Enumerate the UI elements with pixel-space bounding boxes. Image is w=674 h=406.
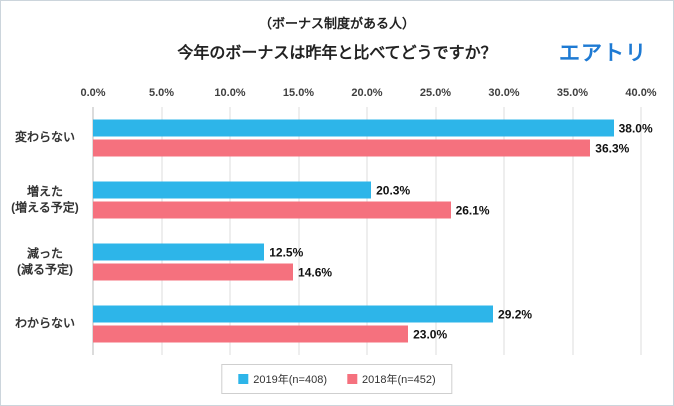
gridlines [92, 107, 642, 355]
gridline [229, 107, 231, 355]
value-label: 12.5% [269, 245, 304, 259]
value-label: 36.3% [595, 141, 630, 155]
gridline [366, 107, 368, 355]
legend-swatch-2019 [238, 374, 249, 384]
x-axis-tick: 5.0% [148, 87, 175, 99]
legend-swatch-2018 [347, 374, 357, 384]
category-label: 減った (減る予定) [17, 246, 73, 276]
x-axis-tick: 30.0% [488, 87, 520, 99]
plot-area: 変わらない 38.0% 36.3% 増えた (増える予定) 20.3% 26.1% 減った (減… [11, 107, 653, 355]
x-axis-ticks: 0.0% 5.0% 10.0% 15.0% 20.0% 25.0% 30.0% 35.0% 40… [80, 85, 656, 107]
value-label: 14.6% [298, 265, 333, 279]
value-label: 23.0% [413, 327, 448, 341]
legend-item-2019: 2019年(n=408) [238, 371, 327, 387]
category-row: 減った (減る予定) 12.5% 14.6% [17, 231, 641, 293]
gridline [572, 107, 573, 355]
chart-area: 0.0% 5.0% 10.0% 15.0% 20.0% 25.0% 30.0% 35.0% 40… [1, 85, 673, 355]
category-row: 増えた (増える予定) 20.3% 26.1% [11, 169, 641, 231]
category-row: わからない 29.2% 23.0% [15, 293, 641, 355]
x-axis-tick: 35.0% [556, 87, 589, 99]
x-axis-tick: 15.0% [282, 87, 315, 99]
legend-label-2019: 2019年(n=408) [253, 374, 327, 386]
gridline [503, 107, 505, 355]
gridline [640, 107, 642, 355]
bar-2019 [93, 243, 265, 261]
x-axis-tick: 20.0% [351, 87, 383, 99]
legend-label-2018: 2018年(n=452) [362, 374, 436, 386]
gridline [92, 107, 94, 355]
plot-rows: 変わらない 38.0% 36.3% 増えた (増える予定) 20.3% 26.1% 減った (減… [11, 107, 653, 355]
value-label: 38.0% [618, 121, 653, 135]
category-label: 変わらない [14, 130, 75, 145]
category-row: 変わらない 38.0% 36.3% [15, 107, 653, 169]
bar-2018 [93, 325, 409, 343]
category-label: 増えた (増える予定) [11, 184, 79, 214]
value-label: 29.2% [498, 307, 533, 321]
bar-2018 [93, 139, 591, 157]
value-label: 20.3% [376, 183, 411, 197]
category-label: わからない [14, 316, 75, 331]
bar-2019 [93, 305, 494, 323]
chart-subtitle: （ボーナス制度がある人） [258, 16, 415, 31]
gridline [161, 107, 162, 355]
value-label: 26.1% [455, 203, 490, 217]
x-axis-tick: 0.0% [80, 87, 106, 99]
x-axis-tick: 25.0% [419, 87, 452, 99]
bar-2018 [93, 263, 294, 281]
gridline [298, 107, 299, 355]
gridline [435, 107, 436, 355]
legend-item-2018: 2018年(n=452) [347, 371, 436, 387]
bar-2019 [93, 119, 614, 137]
legend: 2019年(n=408) 2018年(n=452) [221, 364, 453, 394]
x-axis-tick: 10.0% [214, 87, 246, 99]
bar-2018 [93, 201, 451, 219]
chart-title: 今年のボーナスは昨年と比べてどうですか？ [177, 45, 497, 62]
bar-2019 [93, 181, 372, 199]
x-axis-tick: 40.0% [625, 87, 657, 99]
airtrip-logo: エアトリ [559, 42, 647, 65]
